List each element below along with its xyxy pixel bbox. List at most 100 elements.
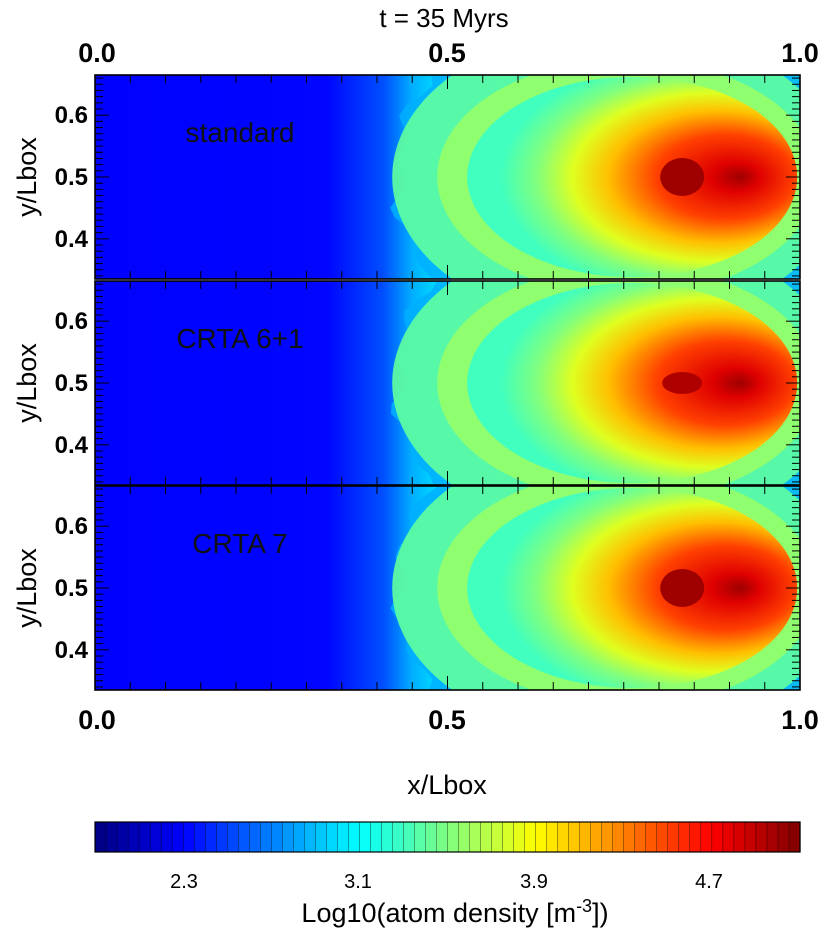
colorbar-segment — [260, 821, 272, 853]
cb-tick-3: 4.7 — [695, 871, 723, 893]
top-tick-2: 1.0 — [781, 38, 819, 68]
colorbar-segment — [601, 821, 614, 853]
colorbar-segment — [568, 821, 581, 853]
colorbar-segment — [315, 821, 327, 853]
colorbar-segment — [667, 821, 680, 853]
colorbar-segment — [524, 821, 537, 853]
colorbar-segment — [645, 821, 658, 853]
cb-tick-1: 3.1 — [344, 871, 372, 893]
colorbar-ticks: 2.3 3.1 3.9 4.7 — [170, 871, 723, 893]
colorbar-segment — [359, 821, 371, 853]
colorbar-frame — [94, 821, 801, 853]
colorbar-segment — [447, 821, 460, 853]
bottom-x-ticks: 0.0 0.5 1.0 — [78, 705, 819, 735]
colorbar-segment — [381, 821, 393, 853]
colorbar-segment — [623, 821, 636, 853]
colorbar-segment — [370, 821, 382, 853]
colorbar-segment — [304, 821, 316, 853]
y-tick-label: 0.6 — [55, 308, 88, 335]
colorbar-segment — [238, 821, 250, 853]
colorbar-segment — [171, 821, 184, 853]
colorbar-segment — [744, 821, 757, 853]
colorbar-segment — [469, 821, 482, 853]
colorbar-segment — [546, 821, 559, 853]
panel-label: standard — [186, 117, 295, 148]
cb-tick-0: 2.3 — [170, 871, 198, 893]
colorbar-segment — [392, 821, 405, 853]
colorbar-segment — [722, 821, 735, 853]
panel-2-clump — [467, 488, 798, 688]
y-axis-label: y/Lbox — [12, 548, 42, 628]
colorbar-segment — [160, 821, 173, 853]
colorbar-segment — [127, 821, 140, 853]
y-tick-label: 0.4 — [55, 432, 89, 459]
colorbar-segment — [271, 821, 283, 853]
y-tick-label: 0.5 — [55, 164, 88, 191]
colorbar-segment — [788, 821, 801, 853]
y-axis-label: y/Lbox — [12, 343, 42, 423]
colorbar-segment — [711, 821, 724, 853]
colorbar-segment — [733, 821, 746, 853]
y-tick-label: 0.5 — [55, 370, 88, 397]
panel-1-clump — [467, 283, 798, 483]
colorbar-segment — [678, 821, 691, 853]
y-tick-label: 0.4 — [55, 226, 89, 253]
bottom-tick-2: 1.0 — [781, 705, 819, 735]
colorbar — [94, 821, 801, 853]
colorbar-segment — [590, 821, 603, 853]
colorbar-segment — [116, 821, 129, 853]
panel-2: 0.6 0.5 0.4 y/Lbox CRTA 7 — [12, 485, 801, 691]
colorbar-segment — [204, 821, 217, 853]
y-tick-label: 0.6 — [55, 102, 88, 129]
colorbar-segment — [579, 821, 592, 853]
colorbar-segment — [282, 821, 294, 853]
colorbar-segment — [656, 821, 669, 853]
bottom-tick-1: 0.5 — [428, 705, 466, 735]
x-axis-label: x/Lbox — [407, 770, 487, 800]
colorbar-segment — [700, 821, 713, 853]
colorbar-label: Log10(atom density [m-3]) — [301, 896, 608, 928]
colorbar-segment — [458, 821, 471, 853]
colorbar-segment — [557, 821, 570, 853]
y-tick-label: 0.6 — [55, 513, 88, 540]
colorbar-label-suffix: ]) — [592, 898, 609, 928]
colorbar-segment — [249, 821, 261, 853]
colorbar-segment — [403, 821, 416, 853]
colorbar-segment — [502, 821, 515, 853]
top-x-ticks: 0.0 0.5 1.0 — [78, 38, 819, 68]
panel-2-core — [660, 569, 705, 607]
colorbar-segment — [105, 821, 118, 853]
colorbar-segment — [138, 821, 151, 853]
colorbar-segment — [293, 821, 305, 853]
y-axis-label: y/Lbox — [12, 137, 42, 217]
bottom-tick-0: 0.0 — [78, 705, 116, 735]
colorbar-segment — [436, 821, 449, 853]
panel-label: CRTA 7 — [192, 528, 287, 559]
colorbar-label-main: Log10(atom density [m — [301, 898, 576, 928]
panel-0-core — [660, 158, 705, 196]
colorbar-segment — [535, 821, 548, 853]
panel-0: 0.6 0.5 0.4 y/Lbox standard — [12, 74, 801, 280]
colorbar-segment — [227, 821, 239, 853]
colorbar-segment — [414, 821, 427, 853]
colorbar-segment — [766, 821, 779, 853]
colorbar-segment — [612, 821, 625, 853]
colorbar-label-exponent: -3 — [576, 896, 592, 916]
colorbar-segment — [348, 821, 360, 853]
colorbar-segment — [94, 821, 107, 853]
colorbar-segment — [513, 821, 526, 853]
colorbar-segment — [193, 821, 206, 853]
panel-1-core — [662, 372, 703, 394]
colorbar-segment — [689, 821, 702, 853]
y-tick-label: 0.5 — [55, 575, 88, 602]
colorbar-segment — [480, 821, 493, 853]
chart-title: t = 35 Myrs — [379, 3, 508, 33]
colorbar-segment — [777, 821, 790, 853]
colorbar-segment — [215, 821, 228, 853]
colorbar-segment — [182, 821, 195, 853]
panels: 0.6 0.5 0.4 y/Lbox standard 0.6 0.5 0.4 y/Lbox CR… — [12, 74, 801, 691]
colorbar-segment — [634, 821, 647, 853]
panel-1: 0.6 0.5 0.4 y/Lbox CRTA 6+1 — [12, 280, 801, 486]
colorbar-segment — [755, 821, 768, 853]
